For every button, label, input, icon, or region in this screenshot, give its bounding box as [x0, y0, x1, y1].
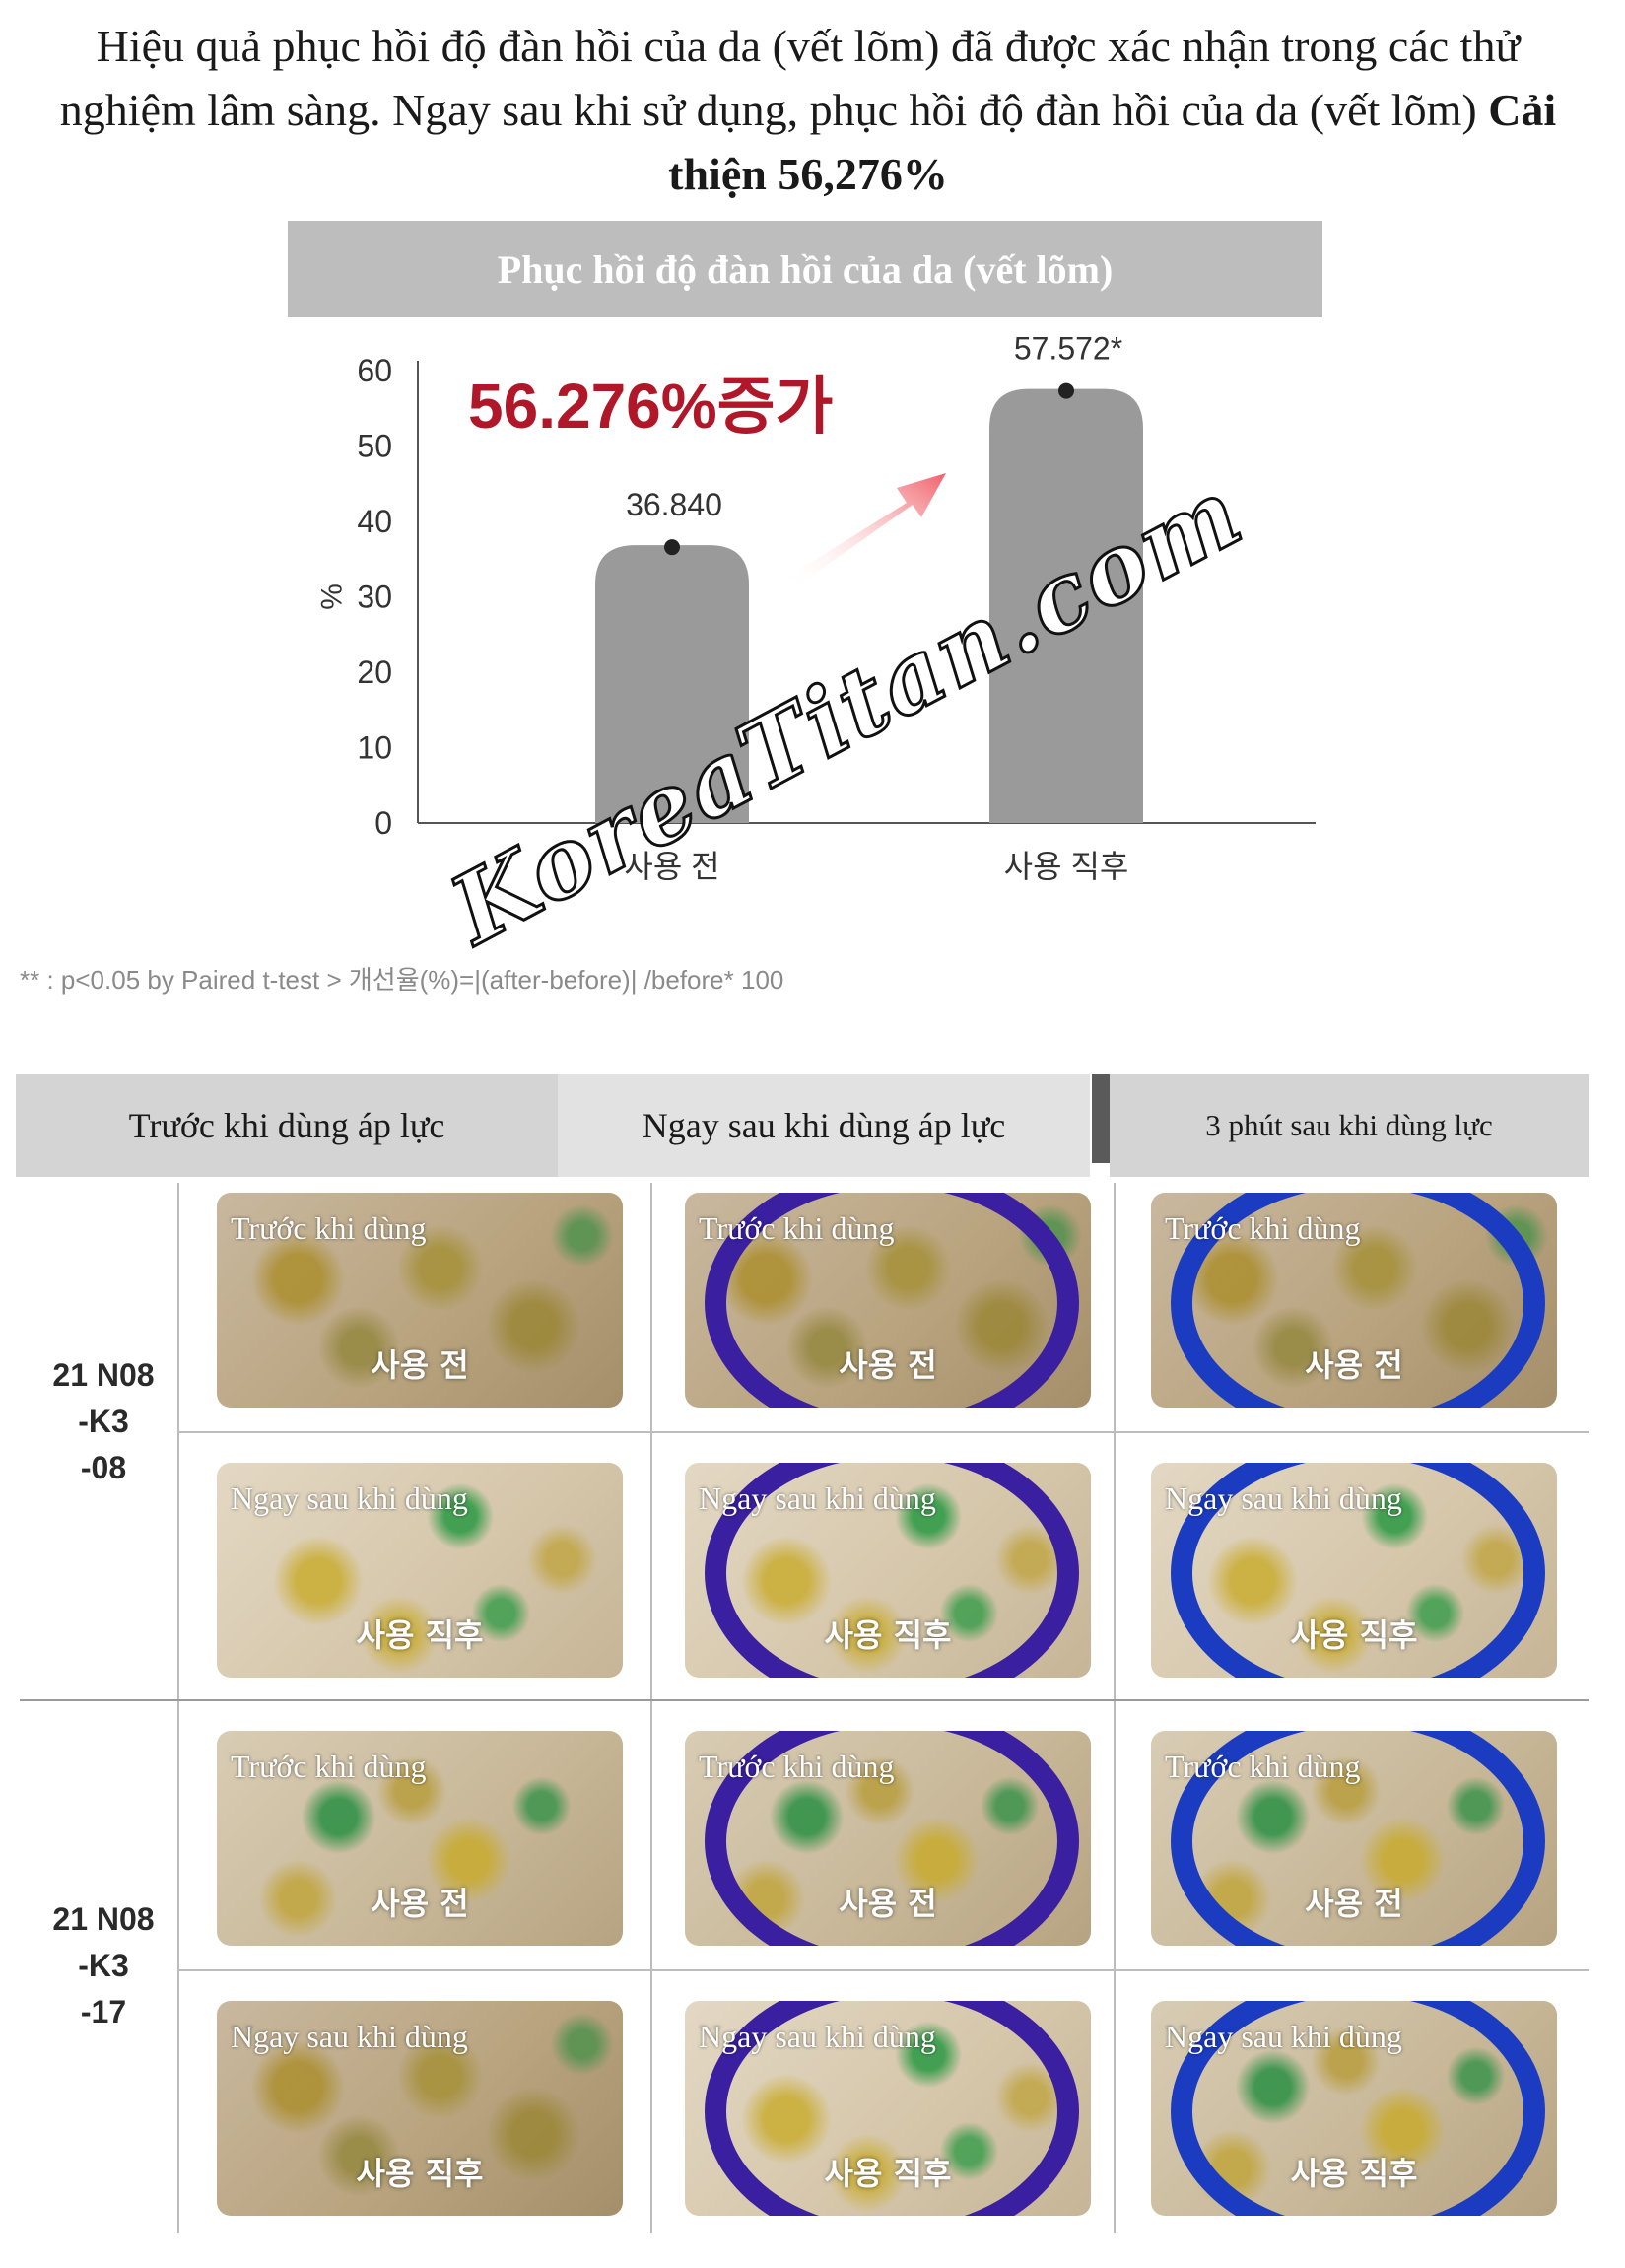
image-caption-vi: Ngay sau khi dùng — [699, 2019, 936, 2054]
sample-group-label-line: -08 — [80, 1450, 127, 1485]
bar-value-label: 36.840 — [626, 487, 722, 522]
y-tick-label: 40 — [357, 504, 392, 539]
x-tick-label: 사용 전 — [624, 849, 719, 884]
x-tick-label: 사용 직후 — [1004, 849, 1129, 884]
image-caption-vi: Ngay sau khi dùng — [231, 2019, 468, 2054]
chart-header: Phục hồi độ đàn hồi của da (vết lõm) — [288, 221, 1322, 317]
image-caption-vi: Trước khi dùng — [699, 1210, 895, 1246]
image-caption-ko: 사용 전 — [1305, 1346, 1403, 1384]
skin-scan-image: Trước khi dùng 사용 전 — [685, 1731, 1091, 1946]
intro-text: Hiệu quả phục hồi độ đàn hồi của da (vết… — [59, 21, 1521, 135]
image-caption-vi: Trước khi dùng — [231, 1210, 427, 1246]
y-tick-label: 50 — [357, 429, 392, 464]
increase-annotation: 56.276%증가 — [468, 371, 833, 442]
image-caption-vi: Trước khi dùng — [231, 1749, 427, 1784]
skin-scan-image: Ngay sau khi dùng 사용 직후 — [685, 2001, 1091, 2216]
image-caption-vi: Ngay sau khi dùng — [1165, 1480, 1402, 1516]
bar — [989, 388, 1143, 823]
y-tick-label: 30 — [357, 580, 392, 615]
sample-group-label-line: 21 N08 — [52, 1357, 155, 1393]
image-caption-ko: 사용 전 — [1305, 1885, 1403, 1922]
column-header-3-minutes-after: 3 phút sau khi dùng lực — [1110, 1074, 1589, 1177]
skin-scan-image: Trước khi dùng 사용 전 — [685, 1193, 1091, 1408]
grid-divider — [1114, 1183, 1116, 2233]
chart: 0 10 20 30 40 50 60% 36.840 사용 전 57.572* 사용 직후 56.2… — [276, 325, 1340, 907]
skin-texture — [217, 2001, 623, 2216]
column-divider — [1092, 1074, 1110, 1163]
image-caption-vi: Trước khi dùng — [1165, 1210, 1361, 1246]
column-header-before: Trước khi dùng áp lực — [16, 1074, 558, 1177]
image-caption-ko: 사용 전 — [839, 1885, 937, 1922]
sample-group-label: 21 N08 -K3 -08 — [30, 1352, 177, 1491]
image-caption-vi: Ngay sau khi dùng — [1165, 2019, 1402, 2054]
skin-scan-image: Ngay sau khi dùng 사용 직후 — [685, 1463, 1091, 1678]
image-caption-vi: Ngay sau khi dùng — [231, 1480, 468, 1516]
increase-arrow — [788, 473, 946, 586]
skin-texture — [217, 1463, 623, 1678]
y-tick-label: 10 — [357, 730, 392, 766]
intro-highlight: Cải thiện 56,276% — [668, 85, 1557, 199]
grid-divider — [177, 1183, 179, 2233]
skin-texture — [217, 1193, 623, 1408]
skin-scan-image: Trước khi dùng 사용 전 — [217, 1193, 623, 1408]
skin-texture — [217, 1731, 623, 1946]
image-caption-ko: 사용 직후 — [824, 1616, 952, 1654]
y-tick-label: 0 — [374, 805, 392, 841]
image-caption-ko: 사용 전 — [839, 1346, 937, 1384]
skin-scan-image: Ngay sau khi dùng 사용 직후 — [217, 2001, 623, 2216]
image-caption-ko: 사용 직후 — [1290, 2155, 1418, 2192]
sample-group-label-line: -K3 — [78, 1948, 129, 1983]
image-caption-ko: 사용 직후 — [356, 1616, 484, 1654]
image-caption-ko: 사용 전 — [371, 1885, 469, 1922]
sample-group-label-line: 21 N08 — [52, 1901, 155, 1937]
skin-scan-image: Ngay sau khi dùng 사용 직후 — [1151, 2001, 1557, 2216]
group-divider — [20, 1699, 1589, 1701]
skin-scan-image: Trước khi dùng 사용 전 — [217, 1731, 623, 1946]
image-caption-vi: Trước khi dùng — [1165, 1749, 1361, 1784]
sample-group-label-line: -K3 — [78, 1404, 129, 1439]
sample-group-label-line: -17 — [80, 1994, 127, 2029]
grid-divider — [177, 1969, 1589, 1971]
error-dot — [664, 539, 680, 556]
error-dot — [1058, 382, 1074, 399]
skin-scan-image: Ngay sau khi dùng 사용 직후 — [217, 1463, 623, 1678]
sample-group-label: 21 N08 -K3 -17 — [30, 1896, 177, 2035]
column-header-immediately-after: Ngay sau khi dùng áp lực — [558, 1074, 1090, 1177]
image-caption-vi: Ngay sau khi dùng — [699, 1480, 936, 1516]
image-caption-ko: 사용 직후 — [824, 2155, 952, 2192]
image-caption-ko: 사용 직후 — [1290, 1616, 1418, 1654]
skin-scan-image: Ngay sau khi dùng 사용 직후 — [1151, 1463, 1557, 1678]
chart-footnote: ** : p<0.05 by Paired t-test > 개선율(%)=|(… — [20, 965, 784, 995]
y-tick-label: 20 — [357, 654, 392, 690]
image-caption-vi: Trước khi dùng — [699, 1749, 895, 1784]
bar-chart-svg: 0 10 20 30 40 50 60% 36.840 사용 전 57.572* 사용 직후 56.2… — [314, 331, 1316, 884]
intro-paragraph: Hiệu quả phục hồi độ đàn hồi của da (vết… — [39, 14, 1577, 206]
image-caption-ko: 사용 직후 — [356, 2155, 484, 2192]
bar — [595, 545, 749, 823]
grid-divider — [650, 1183, 652, 2233]
image-caption-ko: 사용 전 — [371, 1346, 469, 1384]
skin-scan-image: Trước khi dùng 사용 전 — [1151, 1731, 1557, 1946]
y-axis-label: % — [314, 584, 347, 610]
skin-scan-image: Trước khi dùng 사용 전 — [1151, 1193, 1557, 1408]
bar-value-label: 57.572* — [1014, 331, 1122, 367]
grid-divider — [177, 1431, 1589, 1433]
y-tick-label: 60 — [357, 353, 392, 388]
